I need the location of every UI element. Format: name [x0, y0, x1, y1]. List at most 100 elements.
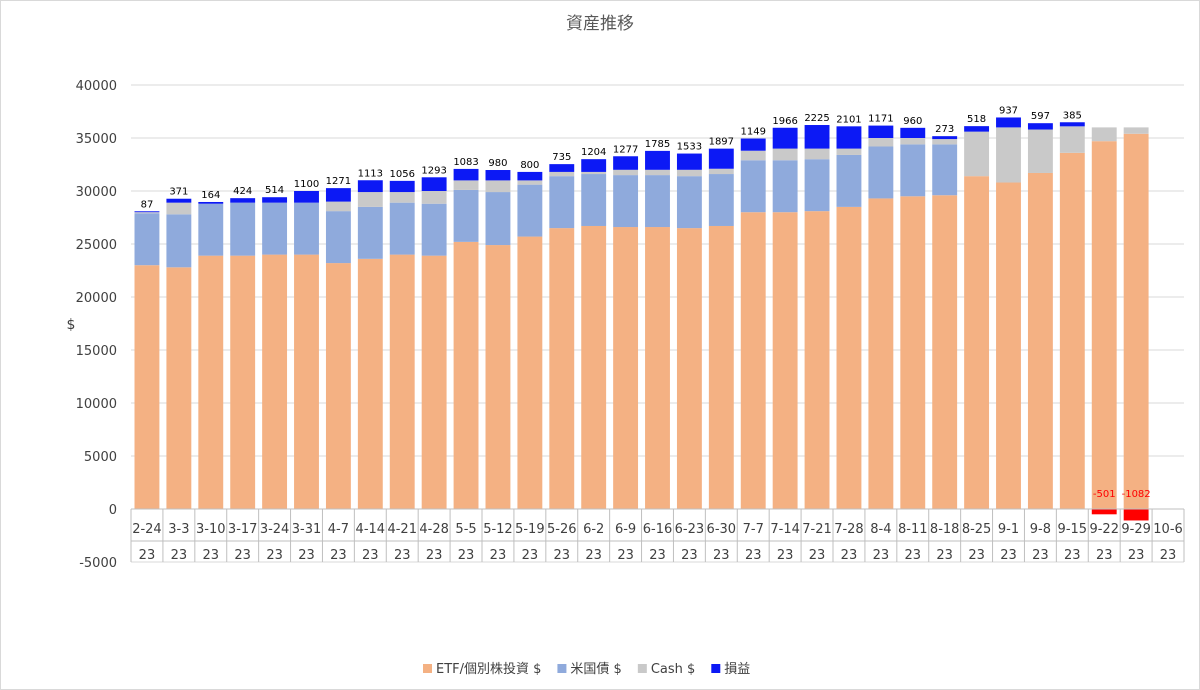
bar-segment: [357, 206, 383, 259]
x-tick-label: 9-15: [1058, 522, 1088, 537]
data-label: 735: [552, 152, 571, 163]
bar-segment: [804, 211, 830, 509]
bar-segment: [932, 136, 958, 140]
bar-segment: [772, 148, 798, 161]
bar-segment: [900, 127, 926, 138]
bar-segment: [676, 153, 702, 170]
bar-segment: [804, 125, 830, 149]
legend-entry: 米国債 $: [570, 662, 621, 677]
bar-segment: [836, 126, 862, 149]
x-tick-label: 7-28: [834, 522, 864, 537]
bar-segment: [325, 263, 351, 509]
x-tick-label: 9-1: [998, 522, 1019, 537]
bar-segment: [421, 255, 447, 509]
bar-segment: [932, 195, 958, 510]
x-tick-year-label: 23: [1000, 548, 1017, 563]
bar-segment: [708, 174, 734, 226]
x-tick-label: 4-7: [328, 522, 349, 537]
y-tick-label: 5000: [84, 450, 117, 465]
x-tick-year-label: 23: [266, 548, 283, 563]
bar-segment: [772, 127, 798, 149]
data-label: 1113: [358, 168, 383, 179]
x-tick-label: 5-26: [547, 522, 577, 537]
x-tick-year-label: 23: [171, 548, 188, 563]
bar-segment: [868, 138, 894, 147]
legend-swatch: [637, 664, 647, 673]
bar-segment: [1091, 127, 1117, 142]
x-tick-label: 5-19: [515, 522, 545, 537]
x-tick-year-label: 23: [1032, 548, 1049, 563]
x-tick-label: 3-17: [228, 522, 258, 537]
bar-segment: [708, 225, 734, 510]
bar-segment: [549, 228, 575, 509]
data-label-negative: -1082: [1122, 489, 1151, 500]
x-tick-label: 9-8: [1030, 522, 1051, 537]
x-tick-label: 6-30: [707, 522, 737, 537]
bar-segment: [230, 198, 256, 203]
bar-segment: [389, 254, 415, 509]
bar-segment: [485, 192, 511, 246]
bar-segment: [517, 236, 543, 509]
x-tick-year-label: 23: [968, 548, 985, 563]
bar-segment: [645, 169, 670, 176]
bar-segment: [581, 159, 607, 172]
x-tick-year-label: 23: [362, 548, 379, 563]
x-tick-label: 2-24: [132, 522, 162, 537]
bar-segment: [453, 180, 479, 190]
x-tick-label: 8-18: [930, 522, 960, 537]
x-tick-year-label: 23: [745, 548, 762, 563]
bar-segment: [389, 180, 415, 193]
bar-segment: [166, 198, 192, 203]
x-tick-year-label: 23: [330, 548, 347, 563]
y-tick-label: -5000: [79, 556, 117, 571]
x-tick-year-label: 23: [1096, 548, 1113, 563]
data-label-negative: -501: [1093, 489, 1116, 500]
bar-segment: [1027, 129, 1053, 173]
legend-entry: 損益: [724, 662, 750, 677]
x-tick-label: 9-29: [1121, 522, 1151, 537]
data-label: 1277: [613, 144, 638, 155]
bar-segment: [868, 125, 894, 138]
y-axis-ticks: -5000 0 5000 10000 15000 20000 25000 30000 35000…: [76, 79, 117, 571]
data-label: 424: [233, 186, 252, 197]
x-tick-label: 3-3: [168, 522, 189, 537]
bar-segment: [1059, 122, 1085, 127]
legend-entry: Cash $: [651, 662, 695, 677]
bar-segment: [581, 171, 607, 175]
data-label: 2101: [836, 114, 861, 125]
bar-segment-negative: [1123, 509, 1149, 521]
bar-segment: [740, 160, 766, 213]
data-label: 2225: [804, 113, 829, 124]
chart-title: 資産推移: [566, 14, 634, 34]
x-tick-year-label: 23: [713, 548, 730, 563]
bar-segment: [772, 212, 798, 509]
y-tick-label: 40000: [76, 79, 117, 94]
data-label: 371: [169, 187, 188, 198]
x-tick-label: 7-21: [802, 522, 832, 537]
bar-segment: [357, 192, 383, 207]
bar-segment: [134, 211, 160, 213]
data-label: 164: [201, 190, 220, 201]
bar-segment: [485, 245, 511, 509]
data-label: 1785: [645, 139, 670, 150]
bar-segment: [1123, 127, 1149, 134]
bar-segment: [740, 150, 766, 161]
y-axis-label: $: [67, 317, 76, 333]
bar-segment: [932, 144, 958, 196]
bar-segment: [198, 203, 224, 256]
legend-swatch: [711, 664, 721, 673]
bar-segment: [708, 148, 734, 169]
bar-segment: [517, 171, 543, 181]
bar-segment: [613, 175, 639, 228]
legend-entry: ETF/個別株投資 $: [436, 661, 541, 677]
legend: ETF/個別株投資 $ 米国債 $ Cash $ 損益: [423, 661, 750, 677]
x-tick-year-label: 23: [809, 548, 826, 563]
x-tick-year-label: 23: [841, 548, 858, 563]
bar-segment: [421, 177, 447, 191]
data-label: 937: [999, 105, 1018, 116]
bar-segment: [389, 192, 415, 203]
bar-segment: [517, 180, 543, 185]
bar-segment: [1027, 123, 1053, 130]
bar-segment: [932, 139, 958, 145]
bar-segment: [613, 156, 639, 170]
